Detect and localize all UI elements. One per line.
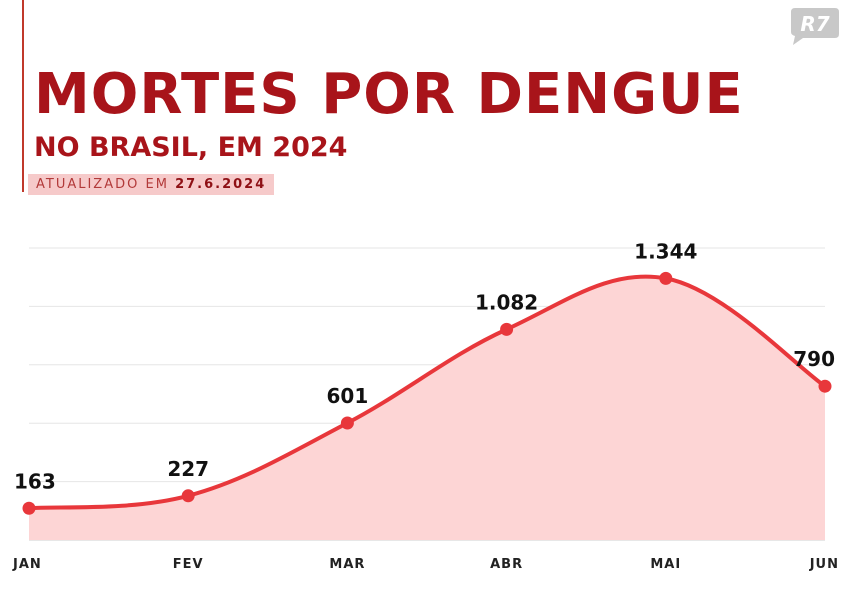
series-line [27,274,827,511]
updated-date: 27.6.2024 [175,177,267,192]
x-tick-label: MAI [650,557,681,572]
data-label: 163 [14,469,56,493]
data-label: 227 [167,457,209,481]
accent-line [22,0,24,192]
logo-text: R7 [800,12,829,36]
data-point [500,322,514,336]
data-label: 790 [793,347,835,371]
data-point [181,489,195,503]
data-point [22,501,36,515]
updated-prefix: ATUALIZADO EM [36,177,169,192]
data-label: 1.344 [634,239,697,263]
x-tick-label: MAR [329,557,365,572]
series-area [29,276,825,540]
chart-title: MORTES POR DENGUE [34,62,744,127]
data-point [340,416,354,430]
chart-subtitle: NO BRASIL, EM 2024 [34,132,348,163]
data-point [659,271,673,285]
updated-badge: ATUALIZADO EM 27.6.2024 [28,174,275,195]
data-point [818,379,832,393]
x-tick-label: ABR [490,557,523,572]
r7-logo: R7 [791,8,839,45]
data-label: 601 [327,384,369,408]
x-tick-label: JUN [809,557,839,572]
x-tick-label: JAN [12,557,42,572]
x-tick-label: FEV [173,557,204,572]
data-label: 1.082 [475,290,538,314]
